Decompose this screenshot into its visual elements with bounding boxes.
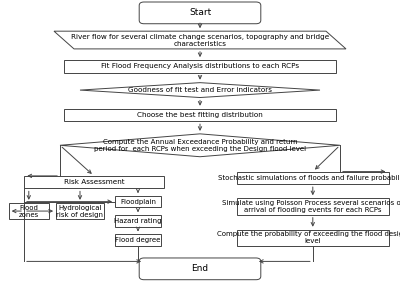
- Text: Flood
zones: Flood zones: [19, 204, 39, 218]
- FancyBboxPatch shape: [139, 2, 261, 24]
- Polygon shape: [54, 31, 346, 49]
- Text: Hazard rating: Hazard rating: [114, 218, 162, 224]
- Polygon shape: [60, 134, 340, 157]
- Text: Risk Assessment: Risk Assessment: [64, 179, 124, 185]
- Bar: [115, 215, 161, 227]
- Text: Goodness of fit test and Error indicators: Goodness of fit test and Error indicator…: [128, 87, 272, 93]
- Text: Start: Start: [189, 8, 211, 17]
- Text: End: End: [192, 264, 208, 273]
- Text: Compute the Annual Exceedance Probability and return
period for  each RCPs when : Compute the Annual Exceedance Probabilit…: [94, 139, 306, 152]
- Bar: [56, 203, 104, 219]
- Bar: [115, 196, 161, 207]
- Bar: [237, 230, 389, 246]
- Bar: [64, 109, 336, 121]
- Text: Flood degree: Flood degree: [115, 237, 161, 243]
- Text: Floodplain: Floodplain: [120, 199, 156, 204]
- Text: Hydrological
risk of design: Hydrological risk of design: [56, 204, 104, 218]
- Bar: [64, 60, 336, 73]
- Text: Fit Flood Frequency Analysis distributions to each RCPs: Fit Flood Frequency Analysis distributio…: [101, 63, 299, 69]
- Bar: [237, 172, 389, 184]
- Bar: [24, 176, 164, 188]
- Polygon shape: [80, 83, 320, 98]
- Bar: [115, 234, 161, 246]
- FancyBboxPatch shape: [139, 258, 261, 280]
- Text: River flow for several climate change scenarios, topography and bridge
character: River flow for several climate change sc…: [71, 33, 329, 47]
- Text: Compute the probability of exceeding the flood design
level: Compute the probability of exceeding the…: [218, 231, 400, 245]
- Bar: [9, 203, 49, 219]
- Text: Choose the best fitting distribution: Choose the best fitting distribution: [137, 112, 263, 118]
- Bar: [237, 198, 389, 215]
- Text: Stochastic simulations of floods and failure probability: Stochastic simulations of floods and fai…: [218, 175, 400, 181]
- Text: Simulate using Poisson Process several scenarios of
arrival of flooding events f: Simulate using Poisson Process several s…: [222, 200, 400, 213]
